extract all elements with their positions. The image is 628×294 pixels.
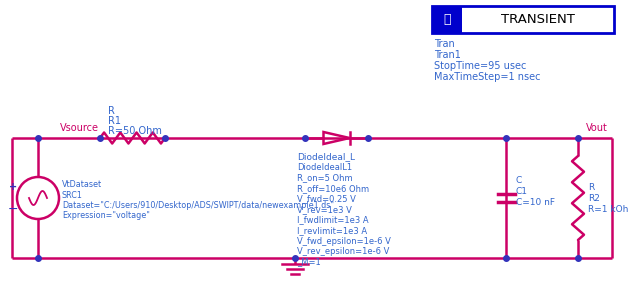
Text: Vout: Vout	[586, 123, 608, 133]
Text: V_fwd=0.25 V: V_fwd=0.25 V	[297, 195, 356, 203]
Text: Dataset="C:/Users/910/Desktop/ADS/SWIPT/data/newexample1.ds": Dataset="C:/Users/910/Desktop/ADS/SWIPT/…	[62, 201, 334, 210]
Text: R_off=10e6 Ohm: R_off=10e6 Ohm	[297, 184, 369, 193]
Text: SRC1: SRC1	[62, 191, 83, 200]
Text: TRANSIENT: TRANSIENT	[501, 13, 575, 26]
Text: MaxTimeStep=1 nsec: MaxTimeStep=1 nsec	[434, 72, 541, 82]
Text: C1: C1	[516, 187, 528, 196]
Text: Tran: Tran	[434, 39, 455, 49]
Text: −: −	[8, 203, 18, 216]
Text: _M=1: _M=1	[297, 258, 321, 266]
Text: Vsource: Vsource	[60, 123, 99, 133]
Text: V_fwd_epsilon=1e-6 V: V_fwd_epsilon=1e-6 V	[297, 236, 391, 245]
Text: C=10 nF: C=10 nF	[516, 198, 555, 207]
Text: I_fwdlimit=1e3 A: I_fwdlimit=1e3 A	[297, 216, 369, 225]
Text: R: R	[588, 183, 594, 192]
Text: R=1 kOhm: R=1 kOhm	[588, 205, 628, 214]
Text: V_rev=1e3 V: V_rev=1e3 V	[297, 205, 352, 214]
Text: DiodeIdeal_L: DiodeIdeal_L	[297, 152, 355, 161]
Text: R_on=5 Ohm: R_on=5 Ohm	[297, 173, 353, 183]
Text: R2: R2	[588, 194, 600, 203]
Text: VtDataset: VtDataset	[62, 180, 102, 189]
Text: ⛯: ⛯	[443, 13, 451, 26]
Text: C: C	[516, 176, 522, 185]
Text: StopTime=95 usec: StopTime=95 usec	[434, 61, 526, 71]
Text: Expression="voltage": Expression="voltage"	[62, 211, 150, 220]
Bar	[432, 6, 614, 33]
Text: R1: R1	[108, 116, 121, 126]
Bar	[432, 6, 462, 33]
Text: Tran1: Tran1	[434, 50, 461, 60]
Text: DiodeIdealL1: DiodeIdealL1	[297, 163, 352, 172]
Text: I_revlimit=1e3 A: I_revlimit=1e3 A	[297, 226, 367, 235]
Text: R: R	[108, 106, 115, 116]
Text: V_rev_epsilon=1e-6 V: V_rev_epsilon=1e-6 V	[297, 247, 389, 256]
Text: R=50 Ohm: R=50 Ohm	[108, 126, 162, 136]
Text: +: +	[9, 182, 17, 192]
